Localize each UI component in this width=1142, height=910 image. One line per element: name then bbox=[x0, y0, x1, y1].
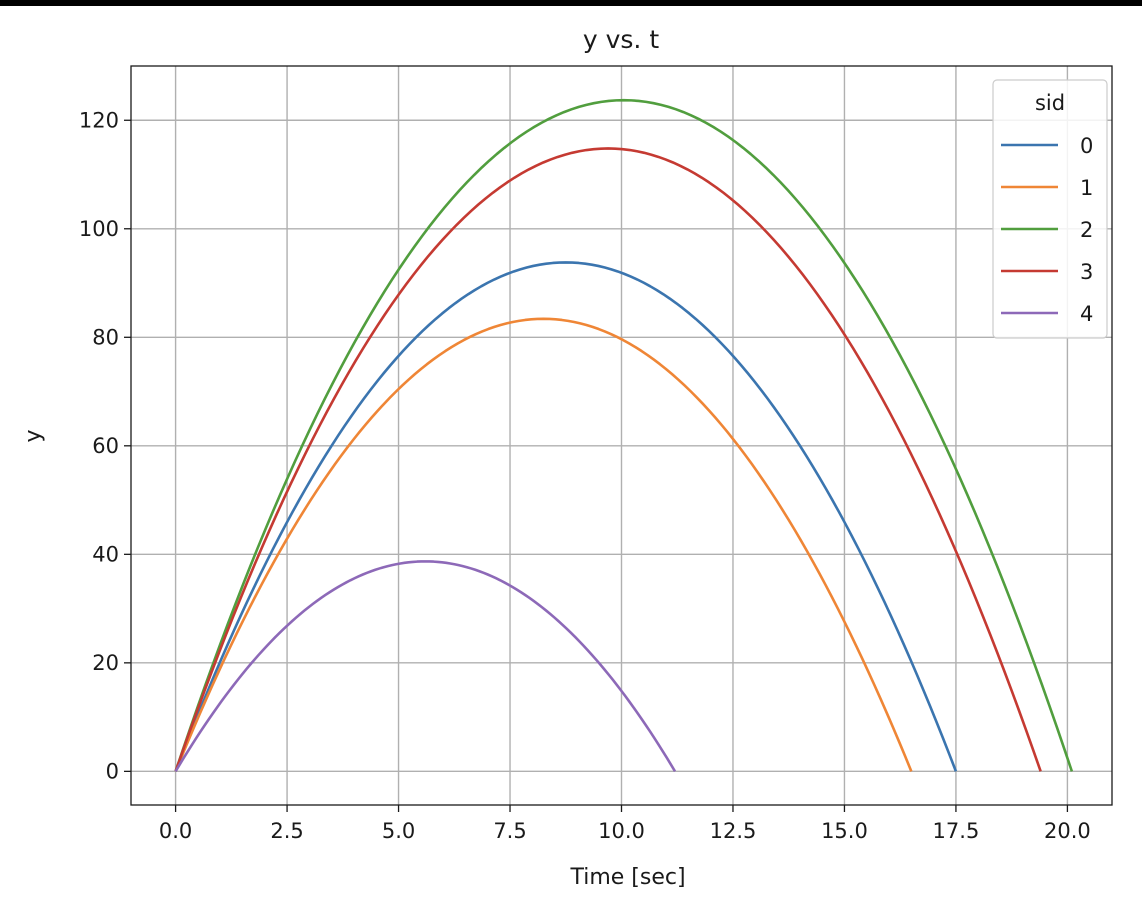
series-line-4 bbox=[174, 560, 677, 773]
legend: sid 0 1 2 3 4 bbox=[992, 79, 1108, 339]
y-tick-label: 60 bbox=[92, 434, 119, 458]
x-tick-label: 5.0 bbox=[382, 819, 415, 843]
x-tick-label: 7.5 bbox=[493, 819, 526, 843]
chart-title: y vs. t bbox=[583, 25, 659, 54]
legend-label-1: 1 bbox=[1080, 176, 1093, 200]
y-tick-label: 100 bbox=[79, 217, 119, 241]
x-tick-label: 15.0 bbox=[821, 819, 868, 843]
y-tick-label: 80 bbox=[92, 325, 119, 349]
legend-title: sid bbox=[1035, 91, 1065, 115]
y-tick-label: 120 bbox=[79, 108, 119, 132]
series-line-0 bbox=[174, 261, 958, 772]
legend-label-3: 3 bbox=[1080, 260, 1093, 284]
legend-label-4: 4 bbox=[1080, 302, 1093, 326]
x-tick-label: 0.0 bbox=[159, 819, 192, 843]
legend-label-0: 0 bbox=[1080, 134, 1093, 158]
legend-items: 0 1 2 3 4 bbox=[1001, 134, 1093, 326]
y-tick-label: 0 bbox=[106, 759, 119, 783]
x-tick-label: 12.5 bbox=[710, 819, 757, 843]
axis-ticks: 0.0 2.5 5.0 7.5 10.0 12.5 15.0 17.5 20.002040608… bbox=[79, 108, 1091, 843]
series-line-3 bbox=[174, 147, 1042, 772]
y-tick-label: 20 bbox=[92, 651, 119, 675]
x-tick-label: 2.5 bbox=[270, 819, 303, 843]
x-tick-label: 10.0 bbox=[598, 819, 645, 843]
y-axis-label: y bbox=[21, 429, 46, 442]
legend-box bbox=[992, 79, 1108, 339]
y-tick-label: 40 bbox=[92, 542, 119, 566]
legend-label-2: 2 bbox=[1080, 218, 1093, 242]
x-tick-label: 20.0 bbox=[1044, 819, 1091, 843]
x-axis-label: Time [sec] bbox=[569, 865, 685, 890]
series-lines bbox=[174, 98, 1074, 773]
series-line-1 bbox=[174, 317, 913, 772]
x-tick-label: 17.5 bbox=[933, 819, 980, 843]
grid-lines bbox=[131, 66, 1112, 805]
series-line-2 bbox=[174, 98, 1074, 772]
